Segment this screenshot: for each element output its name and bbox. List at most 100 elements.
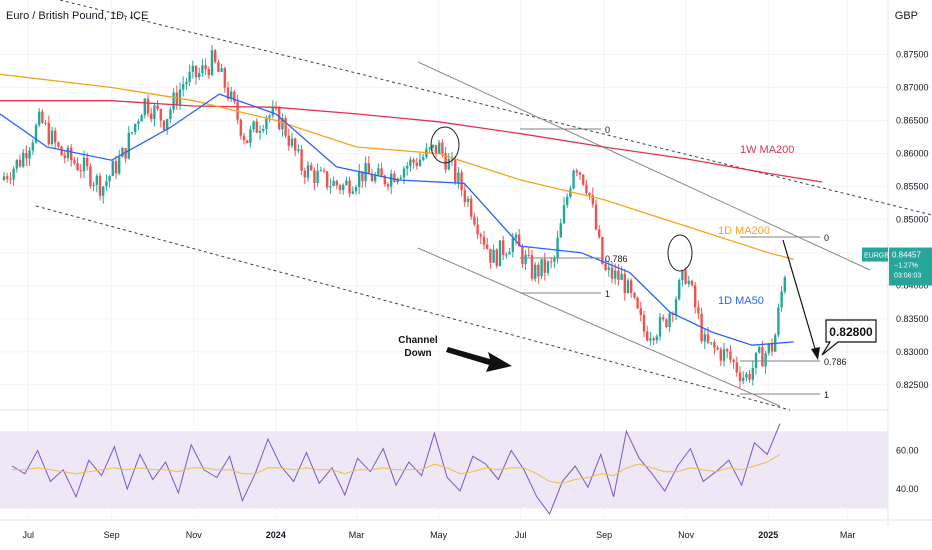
candle-body	[166, 119, 169, 131]
time-tick-label: 2024	[266, 530, 286, 540]
candle-body	[585, 184, 588, 193]
candle-body	[313, 170, 316, 184]
candle-body	[678, 280, 681, 300]
candle-body	[646, 331, 649, 341]
candle-body	[530, 255, 534, 279]
candle-body	[220, 68, 223, 72]
channel-arrow	[446, 347, 512, 372]
price-tick-label: 0.86000	[896, 149, 929, 159]
axes: 0.825000.830000.835000.840000.845000.850…	[22, 49, 932, 540]
price-tag	[889, 247, 932, 286]
candle-body	[594, 204, 598, 230]
candle-body	[710, 342, 713, 344]
candle-body	[258, 130, 262, 133]
price-tick-label: 0.87000	[896, 82, 929, 92]
time-tick-label: Sep	[596, 530, 612, 540]
candle-body	[447, 158, 450, 170]
candle-body	[118, 156, 121, 174]
candle-body	[54, 130, 57, 143]
candle-body	[182, 84, 185, 90]
candle-body	[508, 251, 511, 255]
candle-body	[172, 92, 175, 110]
candle-body	[607, 267, 610, 270]
candle-body	[713, 342, 716, 348]
candle-body	[57, 142, 60, 147]
candle-body	[300, 149, 303, 171]
candle-body	[566, 196, 569, 206]
candle-body	[754, 352, 758, 369]
rsi-line	[11, 423, 781, 516]
time-tick-label: Jul	[515, 530, 527, 540]
candle-body	[364, 163, 367, 182]
candle-body	[358, 171, 361, 188]
rsi-tick-label: 60.00	[896, 446, 919, 456]
channel-label: Channel	[398, 335, 438, 346]
candle-body	[748, 373, 751, 380]
candle-body	[287, 135, 290, 146]
price-tick-label: 0.82500	[896, 380, 929, 390]
candle-body	[524, 254, 527, 265]
candle-body	[540, 259, 543, 277]
candle-body	[575, 170, 578, 173]
candle-body	[2, 176, 6, 180]
candle-body	[591, 195, 594, 205]
candle-body	[588, 192, 591, 196]
candle-body	[50, 130, 54, 145]
candle-body	[457, 172, 460, 182]
candle-body	[226, 87, 230, 99]
candle-body	[329, 185, 332, 188]
candle-body	[716, 347, 719, 350]
candle-body	[466, 198, 470, 203]
candle-body	[60, 146, 63, 156]
candle-body	[502, 240, 505, 256]
candle-body	[482, 236, 486, 245]
candlestick-series	[2, 45, 786, 389]
candle-body	[265, 117, 268, 129]
candle-body	[249, 129, 252, 143]
candle-body	[185, 81, 188, 85]
price-tick-label: 0.84000	[896, 281, 929, 291]
candle-body	[655, 336, 658, 341]
fib-upper-0-label: 0	[605, 125, 610, 135]
candle-body	[354, 187, 358, 192]
candle-body	[738, 372, 742, 381]
candle-body	[121, 148, 124, 157]
time-tick-label: 2025	[758, 530, 778, 540]
candle-body	[281, 118, 284, 130]
candle-body	[6, 176, 9, 179]
channel-upper-line	[59, 0, 932, 216]
candle-body	[274, 107, 278, 109]
fib-upper-1-label: 1	[605, 289, 610, 299]
ma-1d-200-line	[0, 73, 794, 260]
candle-body	[284, 118, 287, 136]
candle-body	[278, 107, 281, 130]
candle-body	[751, 368, 754, 380]
candle-body	[668, 313, 671, 327]
candle-body	[15, 159, 18, 169]
candle-body	[92, 184, 95, 186]
candle-body	[351, 191, 354, 194]
projection-arrowhead	[811, 347, 820, 360]
candle-body	[745, 373, 748, 378]
candle-body	[582, 174, 585, 185]
price-tag-countdown: 03:06:03	[894, 273, 921, 280]
candle-body	[201, 65, 204, 73]
candle-body	[534, 264, 537, 279]
highlight-circle	[430, 126, 460, 164]
candle-body	[230, 91, 233, 99]
candle-body	[335, 180, 338, 186]
candle-body	[412, 159, 415, 163]
candle-body	[111, 161, 114, 177]
time-tick-label: Sep	[104, 530, 120, 540]
candle-body	[146, 98, 150, 114]
candle-body	[486, 244, 489, 249]
candle-body	[770, 343, 774, 352]
candle-body	[642, 314, 646, 332]
candle-body	[348, 180, 351, 194]
time-tick-label: Mar	[349, 530, 365, 540]
candle-body	[498, 240, 502, 267]
candle-body	[633, 292, 636, 298]
candle-body	[694, 285, 697, 308]
candle-body	[102, 186, 105, 196]
candle-body	[332, 180, 335, 186]
